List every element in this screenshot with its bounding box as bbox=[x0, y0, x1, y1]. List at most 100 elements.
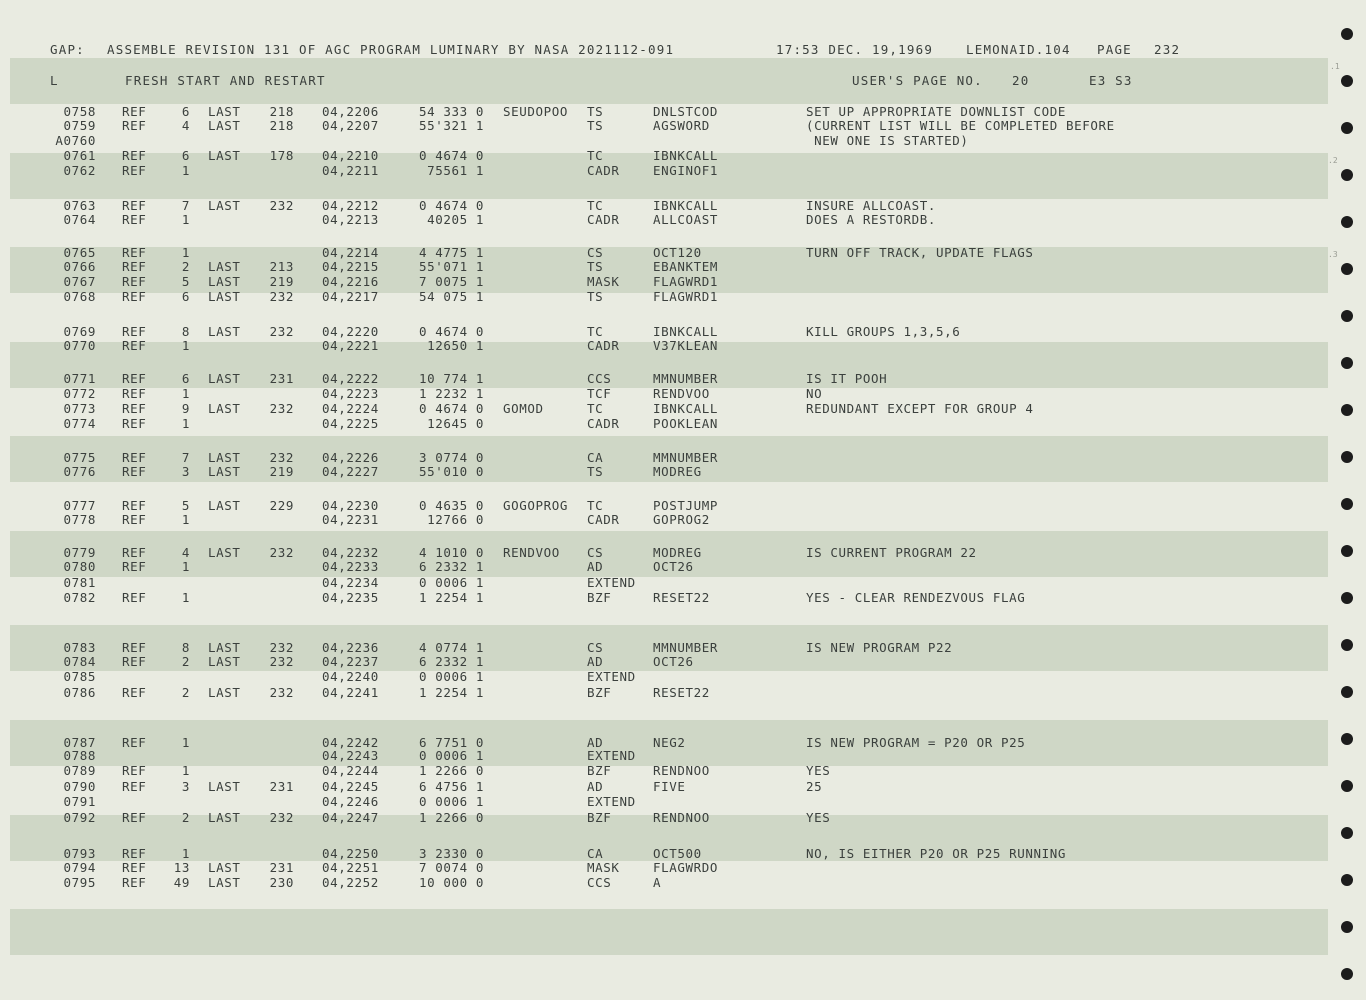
statement-label: GOGOPROG bbox=[503, 498, 569, 513]
address: 04,2237 bbox=[322, 654, 379, 669]
ref-count: 5 bbox=[181, 498, 190, 513]
octal-code: 4 1010 0 bbox=[418, 545, 484, 560]
ref-count: 1 bbox=[181, 386, 190, 401]
operand: MODREG bbox=[653, 545, 702, 560]
address: 04,2206 bbox=[322, 104, 379, 119]
users-page-number: 20 bbox=[1012, 73, 1030, 88]
octal-code: 1 2254 1 bbox=[418, 590, 484, 605]
ref-count: 2 bbox=[181, 685, 190, 700]
line-number: 0783 bbox=[63, 640, 96, 655]
operand: FLAGWRD1 bbox=[653, 274, 719, 289]
ref-count: 1 bbox=[181, 512, 190, 527]
ref-label: REF bbox=[122, 590, 147, 605]
octal-code: 54 333 0 bbox=[418, 104, 484, 119]
ref-count: 7 bbox=[181, 198, 190, 213]
address: 04,2252 bbox=[322, 875, 379, 890]
greenbar-band bbox=[10, 625, 1328, 671]
line-number: 0794 bbox=[63, 860, 96, 875]
octal-code: 12645 0 bbox=[427, 416, 484, 431]
last-label: LAST bbox=[208, 640, 241, 655]
line-number: 0773 bbox=[63, 401, 96, 416]
ref-count: 6 bbox=[181, 148, 190, 163]
line-number: 0763 bbox=[63, 198, 96, 213]
last-page: 232 bbox=[269, 289, 294, 304]
last-label: LAST bbox=[208, 860, 241, 875]
last-label: LAST bbox=[208, 259, 241, 274]
ref-count: 13 bbox=[173, 860, 190, 875]
opcode: TCF bbox=[587, 386, 612, 401]
ref-count: 5 bbox=[181, 274, 190, 289]
listing-row: 0775 REF 7 LAST 232 04,2226 3 0774 0 CA MMNUMBER bbox=[0, 451, 1320, 465]
last-page: 231 bbox=[269, 860, 294, 875]
address: 04,2224 bbox=[322, 401, 379, 416]
ref-label: REF bbox=[122, 324, 147, 339]
feed-hole bbox=[1341, 968, 1353, 980]
listing-row: 0784 REF 2 LAST 232 04,2237 6 2332 1 AD OCT26 bbox=[0, 655, 1320, 669]
line-number: 0771 bbox=[63, 371, 96, 386]
opcode: BZF bbox=[587, 685, 612, 700]
last-label: LAST bbox=[208, 289, 241, 304]
opcode: CADR bbox=[587, 512, 620, 527]
line-number: 0791 bbox=[63, 794, 96, 809]
line-number: A0760 bbox=[55, 133, 96, 148]
opcode: EXTEND bbox=[587, 794, 636, 809]
ref-label: REF bbox=[122, 245, 147, 260]
lemonaid-version: LEMONAID.104 bbox=[966, 42, 1071, 57]
comment: IS NEW PROGRAM = P20 OR P25 bbox=[806, 735, 1026, 750]
listing-row: 0758 REF 6 LAST 218 04,2206 54 333 0 SEUDOPOO TS… bbox=[0, 105, 1320, 119]
address: 04,2212 bbox=[322, 198, 379, 213]
last-label: LAST bbox=[208, 464, 241, 479]
feed-hole bbox=[1341, 733, 1353, 745]
octal-code: 1 2266 0 bbox=[418, 810, 484, 825]
listing-row: 0783 REF 8 LAST 232 04,2236 4 0774 1 CS MMNUMBER… bbox=[0, 641, 1320, 655]
address: 04,2235 bbox=[322, 590, 379, 605]
bank-codes: E3 S3 bbox=[1089, 73, 1133, 88]
octal-code: 54 075 1 bbox=[418, 289, 484, 304]
ref-count: 1 bbox=[181, 559, 190, 574]
ref-count: 6 bbox=[181, 104, 190, 119]
line-number: 0788 bbox=[63, 748, 96, 763]
ref-label: REF bbox=[122, 148, 147, 163]
ref-label: REF bbox=[122, 416, 147, 431]
log-section-letter: L bbox=[50, 73, 59, 88]
octal-code: 75561 1 bbox=[427, 163, 484, 178]
octal-code: 0 4674 0 bbox=[418, 324, 484, 339]
opcode: AD bbox=[587, 654, 604, 669]
ref-count: 3 bbox=[181, 464, 190, 479]
opcode: EXTEND bbox=[587, 575, 636, 590]
feed-hole bbox=[1341, 122, 1353, 134]
operand: OCT120 bbox=[653, 245, 702, 260]
line-number: 0781 bbox=[63, 575, 96, 590]
last-label: LAST bbox=[208, 401, 241, 416]
last-label: LAST bbox=[208, 875, 241, 890]
opcode: CADR bbox=[587, 416, 620, 431]
operand: IBNKCALL bbox=[653, 401, 719, 416]
comment: IS CURRENT PROGRAM 22 bbox=[806, 545, 977, 560]
line-number: 0765 bbox=[63, 245, 96, 260]
address: 04,2234 bbox=[322, 575, 379, 590]
greenbar-band bbox=[10, 58, 1328, 104]
address: 04,2240 bbox=[322, 669, 379, 684]
octal-code: 4 4775 1 bbox=[418, 245, 484, 260]
address: 04,2236 bbox=[322, 640, 379, 655]
address: 04,2247 bbox=[322, 810, 379, 825]
line-number: 0777 bbox=[63, 498, 96, 513]
octal-code: 0 0006 1 bbox=[418, 748, 484, 763]
line-number: 0786 bbox=[63, 685, 96, 700]
address: 04,2246 bbox=[322, 794, 379, 809]
octal-code: 3 2330 0 bbox=[418, 846, 484, 861]
last-page: 232 bbox=[269, 450, 294, 465]
opcode: AD bbox=[587, 735, 604, 750]
address: 04,2230 bbox=[322, 498, 379, 513]
octal-code: 7 0074 0 bbox=[418, 860, 484, 875]
octal-code: 0 0006 1 bbox=[418, 669, 484, 684]
listing-row: 0786 REF 2 LAST 232 04,2241 1 2254 1 BZF RESET22 bbox=[0, 686, 1320, 700]
operand: ALLCOAST bbox=[653, 212, 719, 227]
ref-label: REF bbox=[122, 118, 147, 133]
feed-hole bbox=[1341, 28, 1353, 40]
octal-code: 0 0006 1 bbox=[418, 794, 484, 809]
octal-code: 1 2232 1 bbox=[418, 386, 484, 401]
line-number: 0761 bbox=[63, 148, 96, 163]
octal-code: 0 0006 1 bbox=[418, 575, 484, 590]
statement-label: SEUDOPOO bbox=[503, 104, 569, 119]
